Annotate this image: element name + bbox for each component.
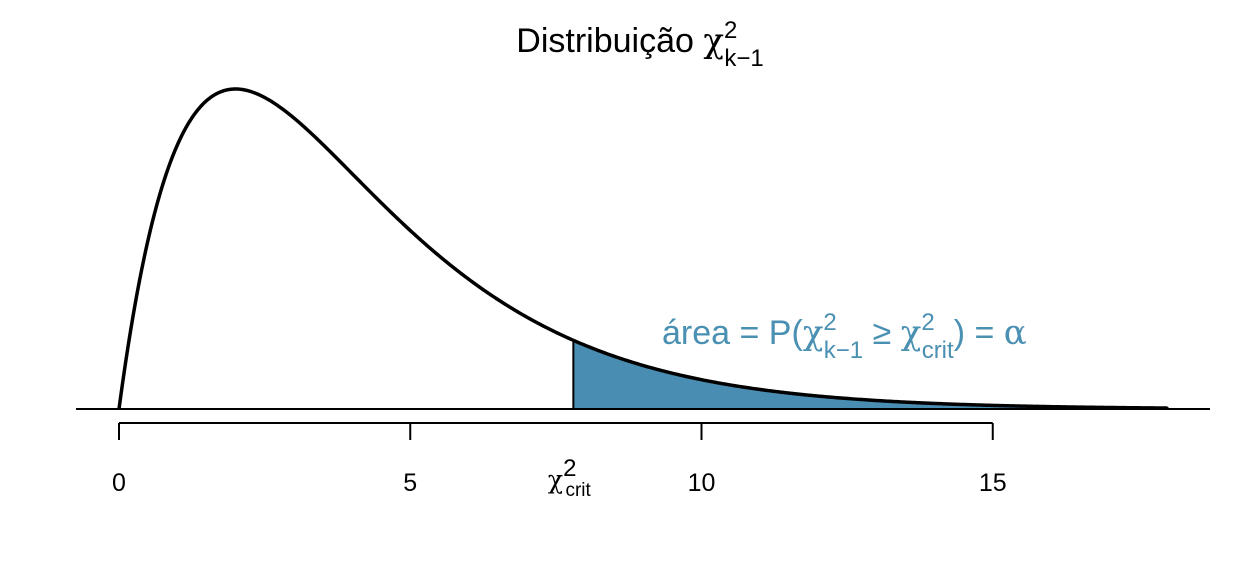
chart-title-text: Distribuição (516, 22, 703, 60)
area-annotation: área = P(χ2 k−1 ≥ χ2 crit) = α (662, 309, 1027, 364)
anno-chi1-superscript: 2 (823, 309, 836, 336)
chart-title-chi: χ (703, 21, 724, 61)
x-tick-label: 10 (688, 469, 716, 497)
chart-title-superscript: 2 (724, 17, 737, 44)
anno-relation: ≥ (863, 314, 901, 352)
crit-label-superscript: 2 (563, 455, 576, 482)
chart-title-subscript: k−1 (724, 45, 763, 72)
chart-title: Distribuição χ2 k−1 (516, 17, 763, 72)
crit-label-chi: χ (548, 465, 563, 494)
anno-suffix: ) = (954, 314, 1004, 352)
anno-chi-2: χ (901, 313, 922, 353)
x-axis: 0 5 10 15 (112, 422, 1007, 497)
x-tick-label: 0 (112, 469, 126, 497)
x-tick-label: 15 (979, 469, 1007, 497)
anno-chi1-subscript: k−1 (824, 337, 863, 364)
x-tick-label: 5 (403, 469, 417, 497)
anno-chi-1: χ (803, 313, 824, 353)
critical-value-tick-label: χ2 crit (548, 455, 592, 501)
anno-alpha: α (1004, 313, 1027, 353)
anno-chi2-subscript: crit (922, 337, 954, 364)
crit-label-subscript: crit (565, 480, 591, 501)
anno-chi2-superscript: 2 (921, 309, 934, 336)
density-curve (117, 87, 1168, 410)
anno-prefix: área = P( (662, 314, 803, 352)
